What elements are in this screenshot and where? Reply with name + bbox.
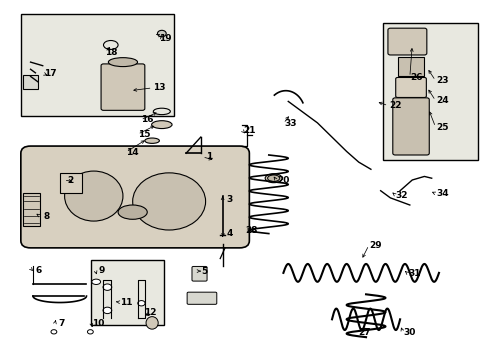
Text: 28: 28 bbox=[244, 226, 257, 235]
Ellipse shape bbox=[157, 30, 166, 37]
Text: 5: 5 bbox=[201, 267, 207, 276]
Text: 29: 29 bbox=[369, 240, 381, 249]
Text: 24: 24 bbox=[435, 96, 448, 105]
Text: 17: 17 bbox=[43, 69, 56, 78]
FancyBboxPatch shape bbox=[101, 64, 144, 111]
Text: 8: 8 bbox=[44, 212, 50, 221]
Ellipse shape bbox=[92, 279, 101, 284]
Text: 23: 23 bbox=[435, 76, 447, 85]
Text: 12: 12 bbox=[144, 308, 157, 317]
Ellipse shape bbox=[103, 307, 112, 314]
Text: 9: 9 bbox=[99, 266, 105, 275]
Ellipse shape bbox=[146, 317, 158, 329]
Text: 32: 32 bbox=[395, 190, 407, 199]
Text: 27: 27 bbox=[358, 328, 370, 337]
Text: 25: 25 bbox=[435, 123, 447, 132]
FancyBboxPatch shape bbox=[187, 292, 216, 304]
Text: 4: 4 bbox=[226, 229, 233, 238]
Bar bbox=[91, 260, 164, 325]
Text: 3: 3 bbox=[226, 195, 232, 204]
Text: 7: 7 bbox=[59, 319, 65, 328]
Text: 16: 16 bbox=[141, 116, 153, 125]
Ellipse shape bbox=[132, 173, 205, 230]
Ellipse shape bbox=[151, 121, 172, 129]
Text: 2: 2 bbox=[67, 176, 73, 185]
Ellipse shape bbox=[108, 58, 137, 67]
Bar bbox=[21, 14, 174, 116]
FancyBboxPatch shape bbox=[192, 266, 206, 281]
Ellipse shape bbox=[264, 174, 282, 183]
Text: 14: 14 bbox=[126, 148, 139, 157]
Text: 20: 20 bbox=[277, 176, 289, 185]
Text: 15: 15 bbox=[138, 130, 150, 139]
Ellipse shape bbox=[103, 284, 112, 291]
Bar bbox=[60, 173, 81, 193]
Text: 19: 19 bbox=[159, 35, 171, 44]
Text: 33: 33 bbox=[284, 119, 296, 128]
Ellipse shape bbox=[267, 175, 279, 181]
Text: 18: 18 bbox=[105, 48, 118, 57]
FancyBboxPatch shape bbox=[387, 28, 426, 55]
Bar bbox=[382, 23, 477, 160]
Bar bbox=[23, 75, 38, 89]
Text: 21: 21 bbox=[243, 126, 255, 135]
Ellipse shape bbox=[64, 171, 122, 221]
Text: 34: 34 bbox=[435, 189, 448, 198]
Ellipse shape bbox=[144, 138, 159, 143]
Text: 1: 1 bbox=[205, 152, 212, 161]
Ellipse shape bbox=[118, 205, 147, 219]
FancyBboxPatch shape bbox=[392, 98, 428, 155]
Text: 6: 6 bbox=[36, 266, 42, 275]
Ellipse shape bbox=[138, 301, 145, 306]
Text: 26: 26 bbox=[409, 73, 422, 82]
Text: 10: 10 bbox=[92, 319, 104, 328]
Text: 30: 30 bbox=[403, 328, 415, 337]
Ellipse shape bbox=[51, 330, 57, 334]
Text: 13: 13 bbox=[153, 83, 165, 92]
Ellipse shape bbox=[87, 330, 93, 334]
Text: 11: 11 bbox=[120, 298, 132, 307]
Text: 22: 22 bbox=[388, 101, 401, 110]
Bar bbox=[397, 57, 424, 76]
FancyBboxPatch shape bbox=[395, 77, 426, 98]
Text: 31: 31 bbox=[407, 269, 420, 278]
Bar bbox=[23, 193, 40, 226]
FancyBboxPatch shape bbox=[21, 146, 249, 248]
